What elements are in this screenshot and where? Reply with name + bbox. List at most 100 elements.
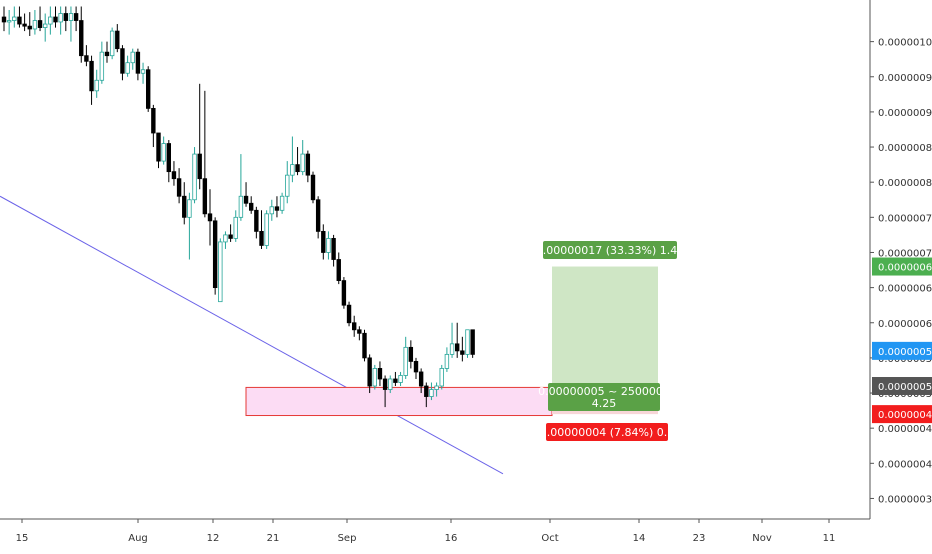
candle[interactable] [315, 196, 321, 239]
candle[interactable] [218, 238, 223, 303]
candle[interactable] [104, 41, 110, 63]
candle[interactable] [212, 217, 218, 295]
candle[interactable] [418, 368, 424, 394]
candle[interactable] [202, 90, 208, 218]
candle[interactable] [377, 361, 383, 387]
candle[interactable] [135, 48, 141, 81]
candle[interactable] [223, 231, 228, 249]
candle[interactable] [470, 329, 475, 358]
candle[interactable] [73, 6, 79, 32]
candle[interactable] [434, 382, 439, 397]
candle[interactable] [331, 234, 336, 267]
candle[interactable] [79, 6, 84, 63]
candle[interactable] [48, 6, 53, 35]
candle[interactable] [233, 210, 238, 242]
candle[interactable] [357, 326, 362, 341]
candle[interactable] [207, 189, 213, 246]
candle[interactable] [341, 277, 347, 309]
candle[interactable] [388, 375, 393, 394]
candle[interactable] [351, 315, 357, 337]
candle[interactable] [125, 55, 130, 77]
candle[interactable] [449, 322, 455, 358]
candle[interactable] [372, 364, 377, 390]
candle[interactable] [228, 224, 233, 242]
candle[interactable] [6, 10, 12, 35]
candle[interactable] [285, 161, 290, 204]
candle[interactable] [264, 210, 269, 249]
candle[interactable] [156, 132, 161, 169]
profit-zone[interactable] [552, 266, 658, 387]
candle[interactable] [248, 196, 254, 214]
candle[interactable] [130, 48, 135, 70]
candle[interactable] [197, 83, 202, 190]
candle[interactable] [22, 13, 27, 32]
candle[interactable] [1, 6, 7, 32]
candle[interactable] [290, 136, 295, 183]
candle[interactable] [166, 140, 171, 183]
candle[interactable] [182, 182, 187, 225]
candle[interactable] [346, 301, 352, 327]
candle[interactable] [279, 192, 285, 214]
candle[interactable] [305, 150, 311, 183]
candle[interactable] [89, 55, 94, 105]
candle[interactable] [68, 6, 74, 42]
candle[interactable] [413, 357, 419, 379]
candle[interactable] [454, 322, 460, 358]
candle[interactable] [403, 336, 408, 379]
candle[interactable] [63, 6, 68, 32]
candle[interactable] [382, 375, 388, 408]
price-label: 0.00000056 [872, 341, 932, 360]
candle[interactable] [300, 140, 305, 176]
candle[interactable] [192, 147, 197, 204]
candle[interactable] [367, 354, 372, 394]
candle[interactable] [321, 224, 326, 260]
candle[interactable] [393, 371, 398, 387]
candle[interactable] [295, 147, 300, 176]
candle[interactable] [326, 231, 331, 260]
candle[interactable] [12, 6, 17, 28]
candle[interactable] [53, 6, 58, 28]
candle[interactable] [439, 364, 444, 390]
candle[interactable] [465, 329, 470, 358]
candle[interactable] [120, 45, 125, 81]
candle[interactable] [17, 6, 22, 28]
candle[interactable] [109, 27, 115, 60]
candle[interactable] [336, 252, 341, 285]
candle[interactable] [140, 62, 146, 84]
candle[interactable] [460, 336, 465, 362]
candle[interactable] [362, 329, 367, 362]
candle[interactable] [274, 196, 280, 218]
candle[interactable] [43, 13, 48, 42]
support-zone[interactable] [245, 386, 553, 417]
candle-body [145, 69, 151, 109]
trendline[interactable] [0, 195, 504, 475]
candle[interactable] [398, 371, 403, 387]
candle[interactable] [32, 10, 38, 35]
candle[interactable] [254, 206, 259, 239]
candle[interactable] [37, 6, 43, 32]
candle[interactable] [161, 136, 166, 165]
candle[interactable] [145, 66, 151, 112]
candle[interactable] [408, 340, 414, 369]
candle[interactable] [310, 171, 316, 204]
candle[interactable] [115, 24, 120, 53]
candle[interactable] [444, 347, 450, 372]
candle[interactable] [151, 104, 156, 148]
candle[interactable] [187, 192, 192, 260]
candle[interactable] [259, 210, 264, 249]
candle[interactable] [238, 154, 244, 221]
candle[interactable] [58, 6, 63, 35]
candle[interactable] [269, 199, 274, 221]
candle[interactable] [27, 12, 32, 37]
candle[interactable] [94, 69, 99, 98]
candle[interactable] [171, 161, 177, 186]
candle[interactable] [424, 382, 429, 408]
candle[interactable] [243, 182, 249, 207]
candle[interactable] [99, 41, 105, 84]
candle[interactable] [84, 45, 89, 67]
candle[interactable] [429, 382, 434, 401]
candle[interactable] [176, 168, 182, 204]
